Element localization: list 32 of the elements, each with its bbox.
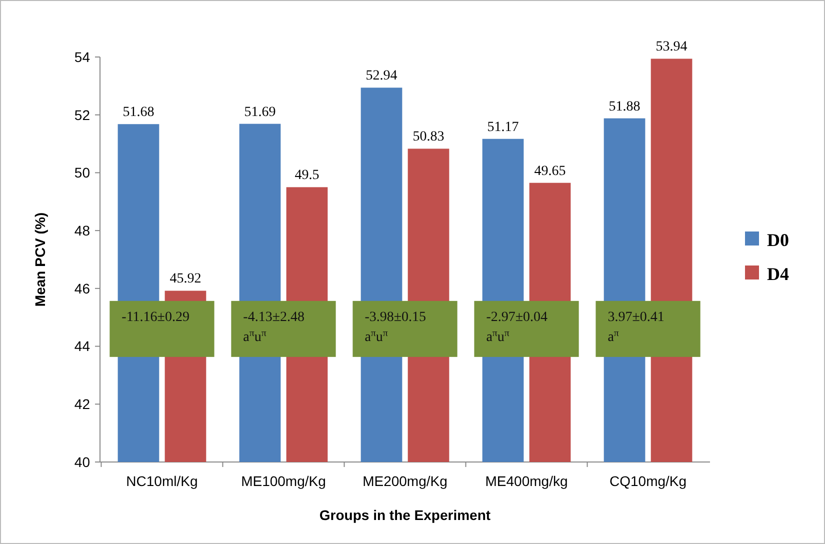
y-tick-label: 52 [74, 106, 90, 123]
data-label: 51.88 [608, 99, 640, 114]
legend-label: D4 [767, 264, 789, 284]
y-tick-label: 46 [74, 280, 90, 296]
y-tick-label: 54 [74, 48, 90, 65]
data-label: 51.68 [122, 105, 154, 120]
data-label: 53.94 [656, 40, 688, 55]
annotation: -11.16±0.29 [122, 310, 190, 325]
data-label: 51.17 [487, 120, 519, 135]
y-tick-label: 48 [74, 222, 90, 238]
data-label: 49.65 [534, 164, 566, 179]
annotation: -4.13±2.48 a$^{π}$u$^{π}$ [243, 310, 305, 345]
y-tick-label: 44 [74, 338, 90, 354]
x-axis-title: Groups in the Experiment [319, 507, 491, 523]
data-label: 49.5 [294, 168, 320, 184]
data-label: 50.83 [412, 130, 444, 145]
x-tick-label: ME200mg/Kg [362, 473, 448, 489]
annotation: -2.97±0.04 a$^{π}$u$^{π}$ [486, 310, 548, 345]
data-label: 51.69 [244, 104, 276, 120]
data-label: 45.92 [170, 272, 202, 287]
y-tick-label: 40 [74, 454, 90, 470]
x-tick-label: NC10ml/Kg [126, 473, 198, 489]
x-tick-label: ME100mg/Kg [241, 473, 326, 489]
y-axis-title: Mean PCV (%) [32, 212, 48, 307]
legend-label: D0 [767, 230, 789, 250]
data-label: 52.94 [366, 68, 398, 84]
y-tick-label: 50 [74, 164, 90, 181]
annotation: -3.98±0.15 a$^{π}$u$^{π}$ [364, 310, 426, 345]
x-tick-label: ME400mg/kg [485, 473, 568, 489]
x-tick-label: CQ10mg/Kg [610, 473, 687, 489]
annotation: 3.97±0.41 a$^{π}$ [608, 310, 664, 345]
y-tick-label: 42 [74, 396, 90, 412]
